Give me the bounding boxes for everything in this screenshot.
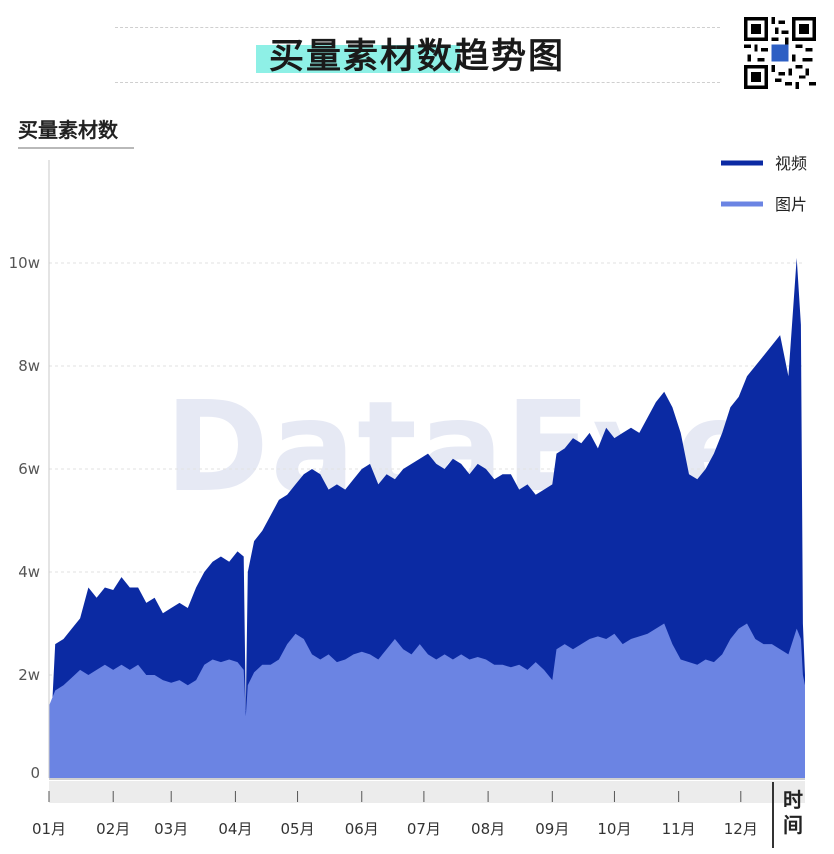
y-tick-label: 10w — [9, 254, 40, 272]
legend-swatch — [721, 160, 763, 166]
title-rule-top — [115, 27, 720, 28]
series-area-image — [49, 623, 805, 778]
x-tick-label: 12月 — [724, 820, 758, 838]
x-tick-label: 03月 — [154, 820, 188, 838]
x-tick-label: 04月 — [218, 820, 252, 838]
page-title: 买量素材数趋势图 — [268, 37, 565, 77]
y-tick-label: 2w — [18, 666, 40, 684]
x-tick-label: 11月 — [662, 820, 696, 838]
title-rule-bottom — [115, 82, 720, 83]
x-tick-label: 10月 — [597, 820, 631, 838]
y-tick-label: 8w — [18, 357, 40, 375]
legend-label: 图片 — [775, 195, 807, 214]
legend-label: 视频 — [775, 154, 807, 173]
x-axis-title-bar — [772, 782, 774, 848]
legend-swatch — [721, 201, 763, 207]
x-tick-label: 06月 — [345, 820, 379, 838]
y-tick-label: 0 — [30, 764, 40, 782]
y-tick-label: 4w — [18, 563, 40, 581]
y-tick-label: 6w — [18, 460, 40, 478]
qr-code-icon — [744, 17, 816, 89]
title-highlight — [256, 45, 460, 73]
x-tick-label: 07月 — [407, 820, 441, 838]
x-tick-label: 01月 — [32, 820, 66, 838]
x-tick-label: 05月 — [281, 820, 315, 838]
x-tick-label: 02月 — [96, 820, 130, 838]
x-axis-title: 时间 — [783, 788, 803, 837]
y-axis-title-underline — [18, 147, 134, 149]
y-axis-title: 买量素材数 — [18, 118, 118, 142]
x-tick-label: 08月 — [471, 820, 505, 838]
x-axis-band — [49, 781, 805, 803]
x-tick-label: 09月 — [535, 820, 569, 838]
